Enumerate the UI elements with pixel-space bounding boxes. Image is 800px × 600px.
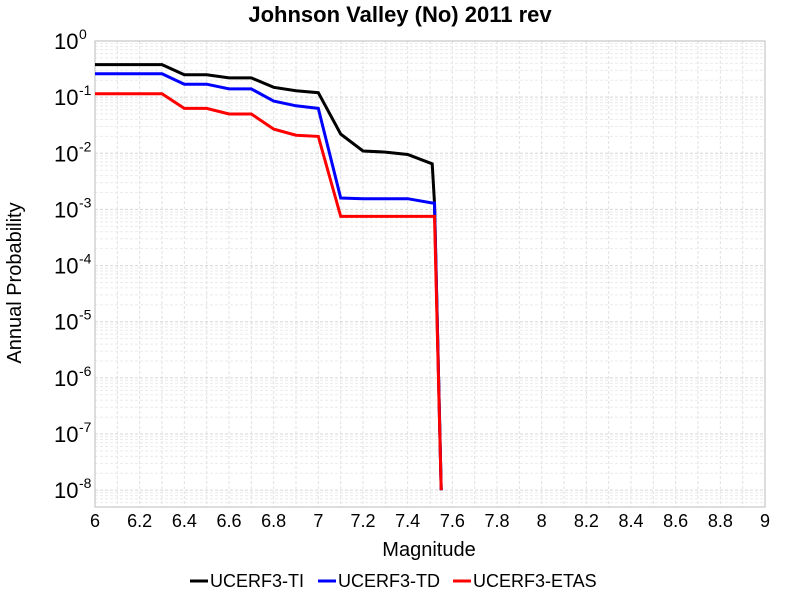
y-tick-base: 10 (54, 366, 78, 391)
x-tick-label: 7.2 (350, 511, 375, 531)
x-tick-labels: 6 6.2 6.4 6.6 6.8 7 7.2 7.4 7.6 7.8 8 8.2 8.4 8.6 8.8 9 (90, 511, 770, 531)
y-axis-label: Annual Probability (4, 202, 26, 363)
legend-label: UCERF3-ETAS (473, 571, 597, 591)
y-tick-label: 10 -3 (54, 194, 92, 222)
y-tick-label: 10 -2 (54, 138, 92, 166)
x-axis-label: Magnitude (382, 539, 475, 561)
y-tick-exponent: -4 (79, 251, 92, 267)
x-tick-label: 7 (313, 511, 323, 531)
series-layer (95, 63, 443, 491)
x-tick-label: 6.2 (127, 511, 152, 531)
grid (94, 41, 766, 508)
x-tick-label: 8.6 (663, 511, 688, 531)
y-tick-base: 10 (54, 85, 78, 110)
x-tick-label: 6.4 (172, 511, 197, 531)
series-line (95, 92, 443, 491)
x-tick-label: 6 (90, 511, 100, 531)
y-tick-exponent: -8 (79, 475, 92, 491)
legend: UCERF3-TI UCERF3-TD UCERF3-ETAS (190, 571, 597, 591)
x-tick-label: 6.6 (216, 511, 241, 531)
chart-title: Johnson Valley (No) 2011 rev (248, 2, 552, 27)
x-tick-label: 6.8 (261, 511, 286, 531)
y-tick-base: 10 (54, 197, 78, 222)
y-tick-exponent: -5 (79, 307, 92, 323)
legend-label: UCERF3-TD (338, 571, 440, 591)
y-tick-base: 10 (54, 310, 78, 335)
x-tick-label: 8.2 (574, 511, 599, 531)
y-tick-exponent: -6 (79, 363, 92, 379)
x-tick-label: 8.8 (708, 511, 733, 531)
x-tick-label: 8 (537, 511, 547, 531)
y-tick-exponent: -3 (79, 194, 92, 210)
y-tick-label: 10 -1 (54, 82, 92, 110)
y-tick-label: 10 -4 (54, 251, 92, 279)
plot-area (94, 40, 766, 508)
series-line (95, 63, 443, 491)
y-tick-label: 10 -5 (54, 307, 92, 335)
x-tick-label: 7.4 (395, 511, 420, 531)
y-tick-base: 10 (54, 29, 78, 54)
x-tick-label: 7.8 (484, 511, 509, 531)
y-tick-exponent: -2 (79, 138, 92, 154)
y-tick-base: 10 (54, 422, 78, 447)
series-line (95, 72, 443, 491)
y-tick-base: 10 (54, 141, 78, 166)
legend-item: UCERF3-TD (318, 571, 440, 591)
y-tick-base: 10 (54, 254, 78, 279)
x-tick-label: 7.6 (440, 511, 465, 531)
legend-item: UCERF3-TI (190, 571, 304, 591)
y-tick-label: 10 -8 (54, 475, 92, 503)
legend-label: UCERF3-TI (210, 571, 304, 591)
y-tick-exponent: 0 (79, 26, 87, 42)
y-tick-label: 10 0 (54, 26, 87, 54)
x-tick-label: 8.4 (618, 511, 643, 531)
y-tick-exponent: -7 (79, 419, 92, 435)
x-tick-label: 9 (760, 511, 770, 531)
y-tick-label: 10 -6 (54, 363, 92, 391)
y-tick-exponent: -1 (79, 82, 92, 98)
y-tick-base: 10 (54, 478, 78, 503)
y-tick-label: 10 -7 (54, 419, 92, 447)
legend-item: UCERF3-ETAS (453, 571, 597, 591)
